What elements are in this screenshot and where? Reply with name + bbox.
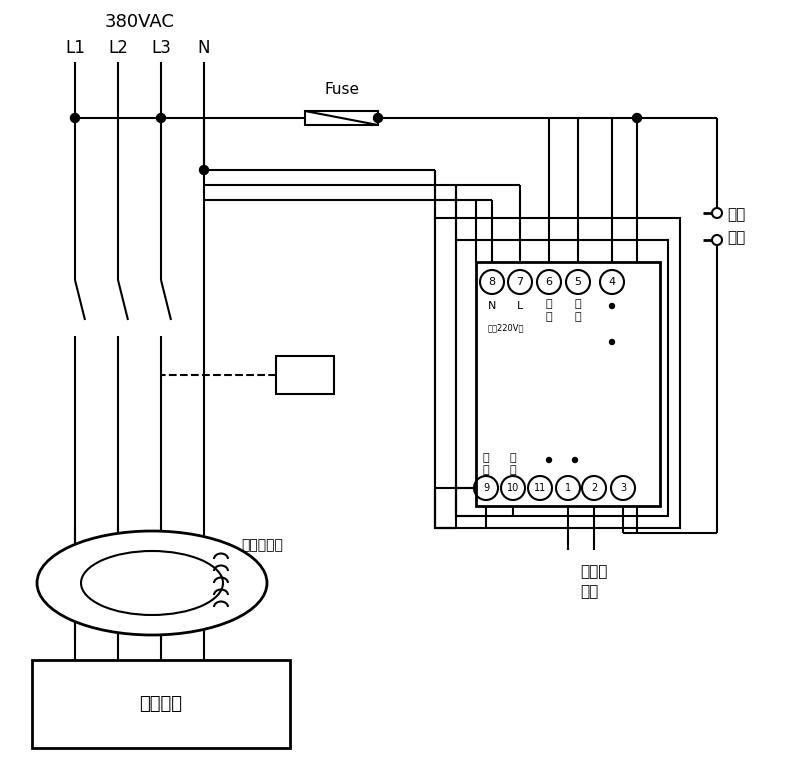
Text: 用户设备: 用户设备 [139,695,182,713]
Circle shape [157,113,166,123]
Bar [32,660,290,748]
Text: 5: 5 [574,277,582,287]
Circle shape [70,113,79,123]
Text: 3: 3 [620,483,626,493]
Text: L3: L3 [151,39,171,57]
Text: 报警: 报警 [580,584,598,600]
Circle shape [633,113,642,123]
Text: 9: 9 [483,483,489,493]
Text: 自锁: 自锁 [727,208,746,223]
Text: 8: 8 [489,277,495,287]
Text: L: L [517,301,523,311]
Text: 开关: 开关 [727,230,746,245]
Text: 1: 1 [565,483,571,493]
Text: 試: 試 [546,299,552,309]
Text: 信: 信 [482,453,490,463]
Circle shape [374,113,382,123]
Bar [305,111,378,125]
Text: L1: L1 [65,39,85,57]
Text: 試: 試 [574,299,582,309]
Bar [435,218,680,528]
Text: 電源220V～: 電源220V～ [488,323,525,333]
Text: 10: 10 [507,483,519,493]
Bar [276,356,334,394]
Text: 信: 信 [510,453,516,463]
Text: 4: 4 [609,277,615,287]
Text: KM: KM [294,368,317,383]
Bar [476,262,660,506]
Circle shape [610,304,614,308]
Text: 11: 11 [534,483,546,493]
Text: 380VAC: 380VAC [105,13,175,31]
Bar [456,240,668,516]
Text: 2: 2 [591,483,597,493]
Text: 驗: 驗 [546,312,552,322]
Text: 7: 7 [517,277,523,287]
Ellipse shape [37,531,267,635]
Text: 6: 6 [546,277,553,287]
Circle shape [610,340,614,344]
Circle shape [573,458,578,462]
Circle shape [546,458,551,462]
Circle shape [199,166,209,174]
Text: 零序互感器: 零序互感器 [241,538,283,552]
Text: 接声光: 接声光 [580,565,607,580]
Text: L2: L2 [108,39,128,57]
Text: 號: 號 [510,465,516,475]
Text: 驗: 驗 [574,312,582,322]
Ellipse shape [81,551,223,615]
Text: 號: 號 [482,465,490,475]
Text: Fuse: Fuse [324,83,359,98]
Text: N: N [488,301,496,311]
Text: N: N [198,39,210,57]
